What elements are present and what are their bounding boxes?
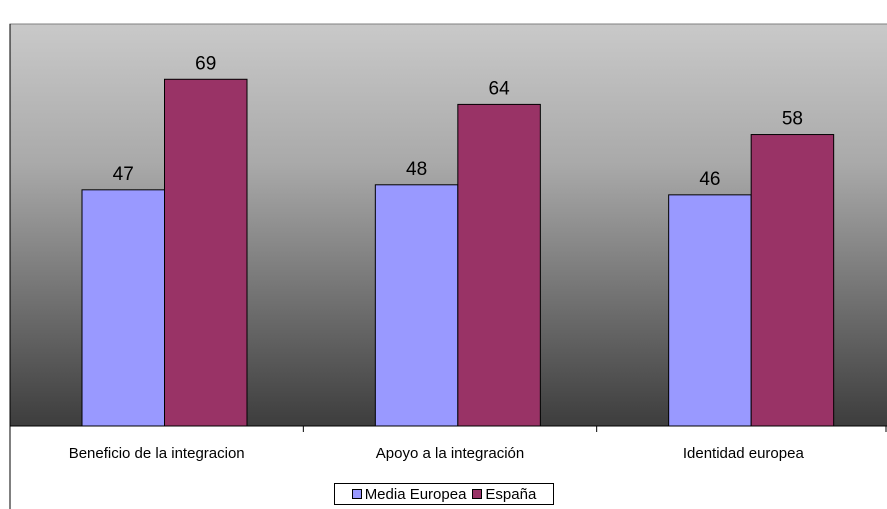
chart-legend: Media Europea España: [334, 483, 554, 505]
legend-item-media-europea: Media Europea: [351, 485, 467, 503]
category-label-identidad-europea: Identidad europea: [683, 445, 805, 462]
legend-label-media-europea: Media Europea: [364, 485, 467, 503]
category-label-beneficio-de-la-integracion: Beneficio de la integracion: [69, 445, 245, 462]
data-label-media-europea-beneficio-de-la-integracion: 47: [113, 164, 134, 185]
category-label-apoyo-a-la-integracion: Apoyo a la integración: [376, 445, 524, 462]
legend-swatch-espana: [472, 489, 483, 499]
legend-swatch-media-europea: [351, 489, 362, 499]
bar-media-europea-apoyo-a-la-integracion: [374, 184, 459, 427]
data-label-espana-beneficio-de-la-integracion: 69: [195, 53, 216, 74]
legend-item-espana: España: [472, 486, 536, 503]
data-label-espana-apoyo-a-la-integracion: 64: [489, 78, 511, 99]
legend-label-espana: España: [485, 485, 537, 503]
bar-espana-identidad-europea: [750, 134, 835, 427]
bar-media-europea-beneficio-de-la-integracion: [81, 189, 165, 427]
bar-espana-apoyo-a-la-integracion: [457, 103, 541, 427]
data-label-espana-identidad-europea: 58: [782, 109, 803, 130]
data-label-media-europea-identidad-europea: 46: [699, 169, 720, 190]
data-label-media-europea-apoyo-a-la-integracion: 48: [406, 159, 427, 180]
bar-media-europea-identidad-europea: [668, 194, 752, 427]
bar-espana-beneficio-de-la-integracion: [164, 78, 248, 427]
